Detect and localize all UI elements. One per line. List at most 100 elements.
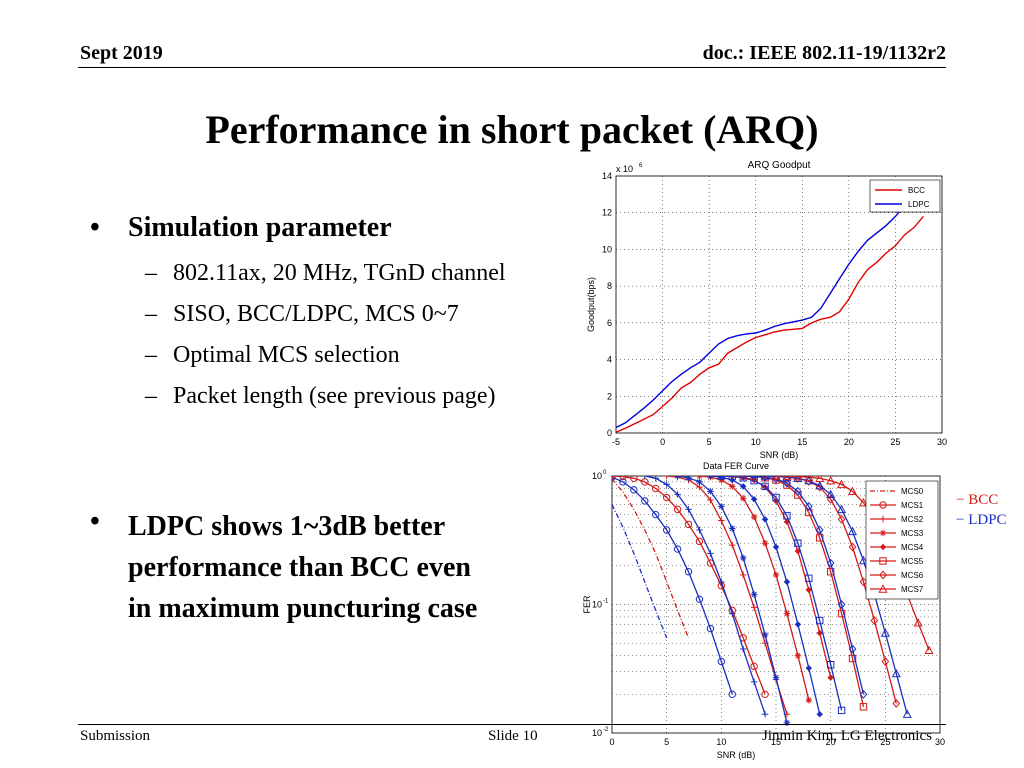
series-marker-mcs3-ldpc — [750, 591, 758, 598]
legend-label-mcs2: MCS2 — [901, 515, 924, 524]
y-tick-label: 2 — [607, 391, 612, 401]
series-marker-mcs5-bcc — [837, 609, 846, 618]
y-tick-exponent: -2 — [603, 727, 609, 733]
series-marker-mcs2-ldpc — [652, 476, 659, 482]
series-marker-mcs7-ldpc — [902, 709, 912, 718]
series-marker-mcs2-ldpc — [740, 645, 747, 653]
series-marker-mcs5-bcc — [848, 654, 857, 663]
x-tick-label: 30 — [935, 737, 945, 747]
external-legend: − BCC − LDPC — [956, 490, 1007, 530]
y-tick-label: 6 — [607, 318, 612, 328]
legend-label-mcs5: MCS5 — [901, 557, 924, 566]
legend-label-mcs4: MCS4 — [901, 543, 924, 552]
series-marker-mcs3-ldpc — [718, 503, 725, 510]
series-marker-mcs6-ldpc — [848, 644, 857, 654]
series-marker-mcs6-ldpc — [804, 501, 813, 511]
series-line-mcs1-ldpc — [612, 476, 733, 695]
series-marker-mcs6-ldpc — [739, 476, 748, 481]
series-marker-mcs7-bcc — [815, 476, 825, 482]
series-marker-mcs7-ldpc — [782, 476, 792, 481]
bullet-text: Simulation parameter — [128, 212, 392, 243]
series-marker-mcs1-ldpc — [706, 624, 715, 633]
y-exponent: 6 — [639, 163, 643, 169]
series-marker-mcs2-ldpc — [729, 610, 736, 617]
y-tick-exponent: 0 — [603, 470, 607, 476]
external-legend-bcc-label: BCC — [968, 492, 999, 508]
series-marker-mcs6-ldpc — [826, 558, 835, 568]
series-line-bcc — [615, 215, 924, 433]
series-marker-mcs7-ldpc — [760, 476, 770, 480]
series-marker-mcs1-ldpc — [717, 657, 726, 666]
series-marker-mcs5-ldpc — [816, 616, 824, 625]
bullet-line: in maximum puncturing case — [128, 593, 478, 624]
series-marker-mcs2-ldpc — [663, 481, 670, 488]
series-marker-mcs1-ldpc — [695, 595, 704, 603]
header-rule — [78, 67, 946, 68]
series-marker-mcs1-ldpc — [662, 526, 671, 534]
slide-title: Performance in short packet (ARQ) — [205, 107, 819, 152]
bullet-text: LDPC shows 1~3dB better performance than… — [128, 506, 477, 629]
series-marker-mcs5-ldpc — [761, 482, 769, 491]
series-marker-mcs2-bcc — [707, 496, 714, 504]
series-marker-mcs2-bcc — [750, 604, 758, 611]
series-marker-mcs4-ldpc — [783, 578, 791, 586]
legend-marker-mcs6 — [879, 570, 887, 580]
y-tick-label: 14 — [602, 171, 612, 181]
series-marker-mcs4-ldpc — [707, 476, 714, 480]
series-group — [612, 476, 934, 727]
series-marker-mcs3-bcc — [750, 513, 758, 521]
series-marker-mcs3-bcc — [696, 476, 703, 480]
series-marker-mcs4-bcc — [827, 674, 834, 681]
series-marker-mcs1-ldpc — [619, 478, 627, 486]
legend-label-mcs7: MCS7 — [901, 585, 924, 594]
header-date: Sept 2019 — [80, 42, 163, 64]
series-marker-mcs2-ldpc — [707, 550, 714, 557]
sub-bullet-text: 802.11ax, 20 MHz, TGnD channel — [173, 260, 506, 286]
series-marker-mcs1-bcc — [619, 476, 627, 481]
y-axis-label: FER — [582, 595, 592, 614]
series-marker-mcs6-bcc — [783, 476, 791, 482]
legend-label-ldpc: LDPC — [908, 200, 930, 209]
x-tick-label: 0 — [660, 437, 665, 447]
series-marker-mcs1-ldpc — [684, 567, 693, 576]
dash-icon: – — [145, 301, 157, 327]
series-marker-mcs7-bcc — [771, 476, 781, 480]
series-marker-mcs3-ldpc — [740, 554, 747, 562]
series-marker-mcs7-ldpc — [880, 628, 890, 637]
series-marker-mcs6-bcc — [761, 476, 769, 481]
chart-title: ARQ Goodput — [748, 160, 811, 171]
series-marker-mcs7-bcc — [837, 479, 847, 489]
series-marker-mcs7-bcc — [924, 645, 934, 655]
series-marker-mcs7-ldpc — [847, 526, 858, 536]
series-marker-mcs5-ldpc — [805, 574, 813, 582]
series-marker-mcs3-bcc — [805, 696, 812, 704]
series-marker-mcs1-ldpc — [728, 690, 736, 699]
series-marker-mcs2-bcc — [663, 476, 670, 480]
series-marker-mcs6-bcc — [870, 616, 879, 626]
dash-icon: – — [145, 260, 157, 286]
y-tick-label: 10 — [592, 728, 602, 738]
legend-label-mcs0: MCS0 — [901, 487, 924, 496]
series-marker-mcs6-bcc — [837, 514, 846, 524]
series-marker-mcs3-bcc — [783, 610, 791, 617]
legend-marker-mcs5 — [879, 557, 887, 565]
series-marker-mcs4-ldpc — [805, 664, 813, 672]
dash-icon: – — [145, 383, 157, 409]
series-marker-mcs5-bcc — [826, 567, 835, 576]
footer-slide-number: Slide 10 — [488, 728, 538, 744]
series-marker-mcs3-ldpc — [674, 476, 681, 480]
series-marker-mcs2-ldpc — [696, 526, 703, 534]
legend-label-bcc: BCC — [908, 186, 925, 195]
series-marker-mcs3-ldpc — [761, 631, 769, 639]
series-marker-mcs2-ldpc — [641, 476, 648, 480]
bullet-line: LDPC shows 1~3dB better — [128, 511, 446, 542]
chart-title: Data FER Curve — [703, 461, 769, 471]
x-tick-label: 15 — [771, 737, 781, 747]
series-marker-mcs4-ldpc — [794, 621, 802, 628]
x-axis-label: SNR (dB) — [717, 750, 756, 760]
x-tick-label: 20 — [826, 737, 836, 747]
x-tick-label: 25 — [890, 437, 900, 447]
x-tick-label: 15 — [797, 437, 807, 447]
series-marker-mcs6-ldpc — [750, 476, 758, 482]
